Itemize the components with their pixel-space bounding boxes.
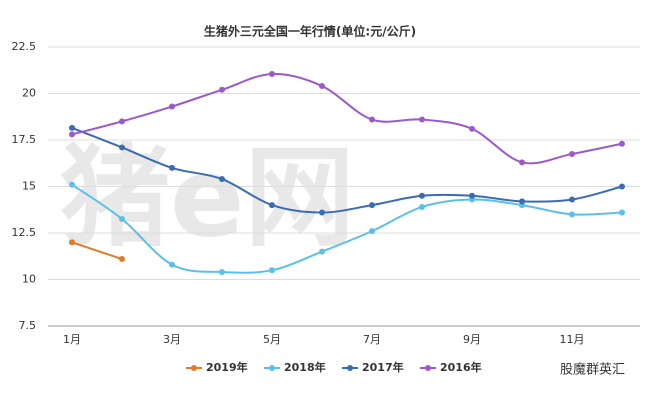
point <box>519 159 525 166</box>
point <box>619 183 625 190</box>
legend-label: 2016年 <box>440 360 482 374</box>
legend-label: 2018年 <box>284 360 326 374</box>
y-tick-label: 15 <box>22 180 36 193</box>
point <box>619 140 625 147</box>
point <box>219 176 225 183</box>
series-line <box>71 183 623 274</box>
legend-dot <box>269 365 275 371</box>
y-tick-label: 17.5 <box>12 133 37 146</box>
x-tick-label: 11月 <box>560 333 585 346</box>
point <box>569 150 575 157</box>
legend-label: 2017年 <box>362 360 404 374</box>
y-tick-label: 20 <box>22 87 36 100</box>
point <box>169 261 175 268</box>
point <box>569 196 575 203</box>
point <box>119 256 125 263</box>
point <box>569 211 575 218</box>
point <box>119 144 125 151</box>
point <box>69 239 75 246</box>
point <box>69 131 75 138</box>
y-tick-label: 7.5 <box>19 319 37 332</box>
point <box>319 209 325 216</box>
point <box>169 103 175 110</box>
point <box>469 125 475 132</box>
y-tick-label: 12.5 <box>12 226 37 239</box>
point <box>219 86 225 93</box>
point <box>419 116 425 123</box>
point <box>119 118 125 125</box>
point <box>419 203 425 210</box>
x-tick-label: 9月 <box>463 333 481 346</box>
series-line <box>71 72 623 165</box>
legend-dot <box>425 365 431 371</box>
legend-dot <box>191 365 197 371</box>
point <box>269 70 275 77</box>
point <box>319 83 325 90</box>
point <box>419 192 425 199</box>
y-tick-label: 22.5 <box>12 40 37 53</box>
watermark: 猪e网 <box>60 133 355 261</box>
x-tick-label: 3月 <box>163 333 181 346</box>
point <box>319 248 325 255</box>
point <box>219 269 225 276</box>
point <box>369 202 375 209</box>
point <box>169 164 175 171</box>
y-tick-label: 10 <box>22 273 36 286</box>
point <box>119 216 125 223</box>
x-tick-label: 5月 <box>263 333 281 346</box>
point <box>619 209 625 216</box>
footer: 股魔群英汇 <box>560 363 625 378</box>
x-tick-label: 1月 <box>63 333 81 346</box>
point <box>469 192 475 199</box>
point <box>369 116 375 123</box>
point <box>269 202 275 209</box>
point <box>519 198 525 205</box>
x-tick-label: 7月 <box>363 333 381 346</box>
legend-label: 2019年 <box>206 360 248 374</box>
point <box>69 181 75 188</box>
legend-dot <box>347 365 353 371</box>
point <box>369 228 375 235</box>
chart-title: 生猪外三元全国一年行情(单位:元/公斤) <box>204 24 416 39</box>
series-line <box>71 126 623 214</box>
point <box>269 267 275 274</box>
point <box>69 124 75 131</box>
